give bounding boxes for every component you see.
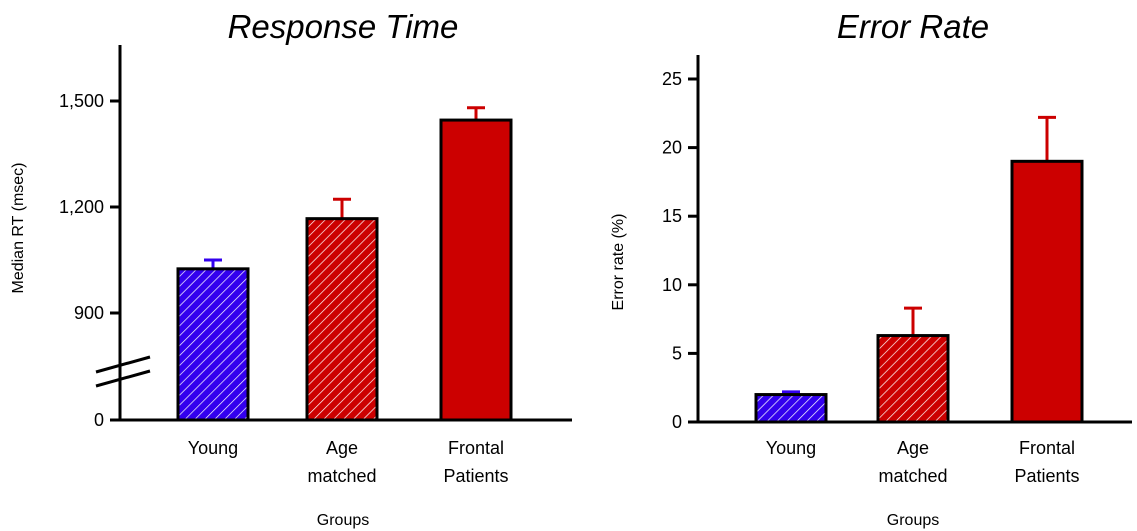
category-label-group: Young Age matched Frontal Patients [766, 438, 1080, 486]
bar-group [176, 106, 513, 422]
y-tick-label: 10 [662, 275, 682, 295]
y-axis-label: Error rate (%) [610, 214, 627, 311]
y-tick-group: 0 900 1,200 1,500 [59, 91, 120, 430]
bar-young [176, 267, 250, 422]
bar-frontal [1010, 159, 1084, 424]
bar-age [876, 334, 950, 424]
category-label: Frontal [448, 438, 504, 458]
chart-title: Error Rate [837, 8, 989, 45]
bar-frontal [439, 118, 513, 422]
y-axis-label: Median RT (msec) [10, 163, 27, 294]
category-label: Age [897, 438, 929, 458]
y-tick-label: 0 [94, 410, 104, 430]
category-label-line2: Patients [1014, 466, 1079, 486]
axis-break-mark [95, 355, 151, 388]
category-label: Frontal [1019, 438, 1075, 458]
bar-age [305, 217, 379, 422]
y-tick-label: 1,500 [59, 91, 104, 111]
error-rate-chart: Error Rate Error rate (%) Groups 0 5 10 15 2… [610, 8, 1132, 529]
bar-group [754, 115, 1084, 424]
category-label-group: Young Age matched Frontal Patients [188, 438, 509, 486]
category-label: Young [766, 438, 816, 458]
category-label: Young [188, 438, 238, 458]
y-tick-label: 20 [662, 138, 682, 158]
category-label-line2: matched [878, 466, 947, 486]
bar-young [754, 393, 828, 424]
y-tick-label: 15 [662, 206, 682, 226]
response-time-chart: Response Time Median RT (msec) Groups 0 9… [10, 8, 572, 529]
category-label-line2: Patients [443, 466, 508, 486]
y-tick-label: 25 [662, 69, 682, 89]
category-label: Age [326, 438, 358, 458]
x-axis-label: Groups [887, 512, 939, 529]
y-tick-label: 900 [74, 303, 104, 323]
y-tick-label: 5 [672, 343, 682, 363]
category-label-line2: matched [307, 466, 376, 486]
x-axis-label: Groups [317, 512, 369, 529]
y-tick-group: 0 5 10 15 20 25 [662, 69, 698, 432]
y-tick-label: 0 [672, 412, 682, 432]
y-tick-label: 1,200 [59, 197, 104, 217]
chart-title: Response Time [228, 8, 459, 45]
